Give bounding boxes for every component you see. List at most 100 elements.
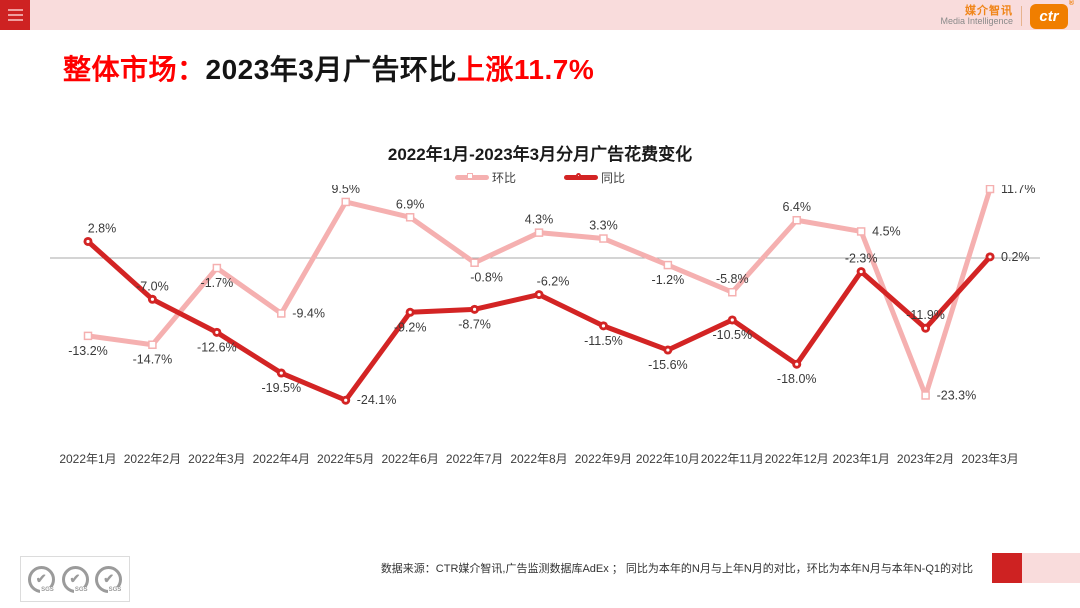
yoy-data-point-center (408, 310, 412, 314)
check-icon: ✔ (35, 571, 47, 586)
mom-data-label: -13.2% (68, 344, 108, 358)
yoy-data-point-center (472, 307, 477, 311)
mom-data-label: 11.7% (1001, 185, 1036, 196)
mom-data-point (277, 309, 286, 318)
yoy-data-label: 0.2% (1001, 250, 1030, 264)
yoy-data-point-center (666, 348, 670, 352)
yoy-data-point-center (988, 255, 992, 259)
mom-data-label: -5.8% (716, 272, 749, 286)
x-axis-label: 2022年10月 (635, 452, 700, 466)
ctr-logo: ctr ® (1030, 0, 1074, 29)
mom-data-point (985, 185, 995, 194)
mom-data-label: -23.3% (937, 388, 977, 402)
mom-data-point (212, 263, 222, 273)
x-axis-label: 2022年7月 (445, 452, 504, 466)
mom-data-point (599, 234, 608, 243)
yoy-data-label: -12.6% (197, 340, 237, 354)
x-axis-label: 2023年3月 (961, 452, 1019, 466)
ctr-logo-text: ctr (1039, 7, 1059, 25)
mom-legend-line (454, 173, 489, 180)
yoy-data-point-center (537, 292, 541, 297)
mom-data-label: 6.9% (396, 197, 425, 211)
yoy-data-point-center (859, 269, 863, 274)
brand-divider (1021, 6, 1022, 26)
data-source-note: 数据来源：CTR媒介智讯,广告监测数据库AdEx ； 同比为本年的N月与上年N月… (380, 563, 973, 575)
mom-data-point (856, 227, 866, 236)
top-bar: 媒介智讯 Media Intelligence ctr ® (0, 0, 1080, 30)
mom-data-point (470, 258, 479, 267)
yoy-data-label: -24.1% (357, 393, 397, 407)
line-chart: -13.2% -14.7% -1.7% -9.4% 9.5% 6.9% -0.8% 4.3% 3… (50, 185, 1040, 407)
yoy-data-point-center (279, 371, 283, 375)
yoy-legend-marker (576, 173, 581, 178)
yoy-data-point-center (344, 398, 348, 402)
mom-data-label: 6.4% (782, 200, 811, 214)
sgs-logo: ✔ SGS (61, 565, 89, 593)
yoy-data-point-center (923, 326, 928, 330)
mom-data-point (663, 260, 673, 270)
page-title-body: 2023年3月广告环比 (205, 54, 457, 85)
mom-data-point (792, 215, 801, 225)
mom-data-point (405, 213, 415, 222)
mom-legend-marker (466, 173, 473, 179)
menu-button[interactable] (0, 0, 30, 30)
x-axis-label: 2022年11月 (700, 452, 764, 466)
x-axis-label: 2022年1月 (59, 452, 117, 466)
yoy-data-label: 2.8% (88, 221, 117, 235)
yoy-data-point-center (795, 362, 799, 366)
registered-mark: ® (1068, 0, 1074, 7)
yoy-data-label: -9.2% (394, 320, 427, 334)
yoy-data-label: -11.5% (584, 334, 623, 348)
sgs-logo: ✔ SGS (27, 565, 55, 593)
mom-data-label: -0.8% (470, 271, 503, 285)
yoy-data-label: -7.0% (136, 279, 169, 293)
x-axis-label: 2022年9月 (574, 452, 633, 466)
yoy-data-label: -18.0% (777, 372, 817, 386)
x-axis-label: 2023年2月 (896, 452, 955, 466)
check-icon: ✔ (69, 571, 81, 586)
legend-item-yoy: 同比 (564, 169, 625, 186)
mom-data-point (341, 197, 350, 207)
brand-name-cn: 媒介智讯 (965, 4, 1013, 17)
mom-data-point (83, 331, 93, 341)
mom-data-label: -1.2% (652, 273, 685, 287)
x-axis-label: 2022年12月 (764, 452, 829, 466)
mom-data-label: -14.7% (133, 353, 173, 367)
corner-accent-pink (1022, 553, 1080, 583)
brand-name-en: Media Intelligence (940, 16, 1013, 27)
mom-data-label: 9.5% (331, 185, 360, 196)
x-axis-label: 2022年4月 (252, 452, 310, 466)
check-icon: ✔ (103, 571, 115, 586)
sgs-certification-logos: ✔ SGS ✔ SGS ✔ SGS (20, 556, 130, 602)
mom-data-label: -1.7% (201, 276, 234, 290)
yoy-data-label: -8.7% (458, 317, 491, 331)
chart-title: 2022年1月-2023年3月分月广告花费变化 (387, 145, 693, 164)
sgs-logo: ✔ SGS (95, 565, 123, 593)
mom-data-point (921, 391, 930, 400)
mom-data-point (728, 287, 737, 297)
yoy-data-label: -15.6% (648, 358, 688, 372)
yoy-data-label: -11.9% (906, 308, 945, 322)
x-axis-label: 2022年6月 (381, 452, 439, 466)
yoy-legend-label: 同比 (601, 171, 626, 185)
mom-data-label: 4.5% (872, 224, 901, 238)
x-axis-label: 2023年1月 (832, 452, 890, 466)
x-axis-label: 2022年5月 (317, 452, 375, 466)
x-axis-labels: 2022年1月 2022年2月 2022年3月 2022年4月 2022年5月 2022年… (0, 450, 1080, 468)
mom-legend-label: 环比 (491, 171, 516, 185)
page-title: 整体市场：2023年3月广告环比上涨11.7% (63, 48, 594, 88)
yoy-data-point-center (150, 297, 155, 301)
mom-data-label: 3.3% (589, 219, 618, 233)
mom-data-point (534, 228, 544, 237)
yoy-data-label: -10.5% (712, 328, 752, 342)
yoy-data-label: -2.3% (845, 252, 878, 266)
chart-legend: 环比 同比 (0, 169, 1080, 186)
x-axis-label: 2022年8月 (510, 452, 568, 466)
yoy-legend-line (564, 173, 598, 180)
hamburger-icon (7, 9, 23, 11)
yoy-data-point-center (215, 330, 219, 334)
mom-data-label: 4.3% (525, 213, 554, 227)
yoy-data-label: -6.2% (537, 275, 570, 289)
brand-block: 媒介智讯 Media Intelligence ctr ® (940, 0, 1074, 30)
yoy-data-point-center (86, 239, 90, 244)
